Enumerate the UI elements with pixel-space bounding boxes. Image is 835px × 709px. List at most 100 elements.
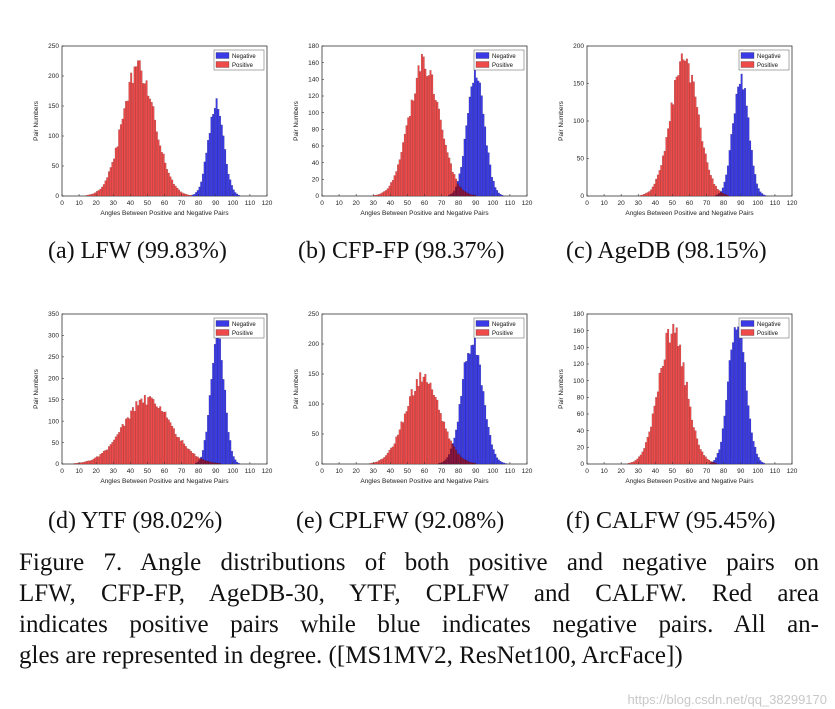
bar-positive bbox=[403, 133, 406, 197]
bar-positive bbox=[183, 443, 186, 465]
bar-positive bbox=[414, 390, 417, 465]
bar-negative bbox=[733, 113, 736, 197]
bar-positive bbox=[701, 141, 704, 197]
x-tick-label: 40 bbox=[652, 468, 660, 475]
y-tick-label: 0 bbox=[55, 461, 59, 468]
y-tick-label: 0 bbox=[580, 193, 584, 200]
bar-overlap bbox=[456, 183, 459, 197]
bar-negative bbox=[460, 395, 463, 465]
bar-positive bbox=[395, 171, 398, 197]
bar-positive bbox=[685, 58, 688, 197]
y-tick-label: 50 bbox=[52, 440, 60, 447]
x-tick-label: 0 bbox=[60, 200, 64, 207]
x-tick-label: 80 bbox=[455, 200, 463, 207]
bar-positive bbox=[408, 115, 411, 197]
x-tick-label: 110 bbox=[245, 200, 256, 207]
bar-positive bbox=[449, 163, 452, 197]
bar-positive bbox=[138, 399, 141, 465]
y-tick-label: 50 bbox=[577, 156, 585, 163]
bar-positive bbox=[162, 411, 165, 465]
bar-positive bbox=[696, 107, 699, 197]
y-axis-label: Pair Numbers bbox=[558, 368, 565, 408]
bar-negative bbox=[490, 176, 493, 197]
bar-positive bbox=[113, 158, 116, 197]
bar-negative bbox=[740, 73, 743, 197]
bar-negative bbox=[468, 96, 471, 197]
bar-overlap bbox=[467, 461, 470, 465]
x-tick-label: 30 bbox=[110, 200, 118, 207]
chart-panel-e: 0 10 20 30 40 50 60 70 80 90 100 110 120 0 50 100 150 200… bbox=[290, 306, 535, 491]
bar-negative bbox=[237, 462, 240, 465]
legend-label-positive: Positive bbox=[232, 63, 254, 69]
bar-positive bbox=[407, 117, 410, 197]
y-tick-label: 250 bbox=[48, 43, 59, 50]
legend-swatch-negative bbox=[475, 320, 490, 327]
bar-positive bbox=[641, 451, 644, 465]
bar-positive bbox=[89, 194, 92, 197]
bar-negative bbox=[490, 444, 493, 465]
x-tick-label: 100 bbox=[487, 468, 498, 475]
bar-positive bbox=[89, 460, 92, 465]
bar-positive bbox=[374, 194, 377, 197]
bar-negative bbox=[499, 194, 502, 197]
bar-negative bbox=[203, 161, 206, 197]
bar-negative bbox=[227, 431, 230, 465]
y-tick-label: 0 bbox=[315, 193, 319, 200]
bar-positive bbox=[687, 63, 690, 197]
bar-positive bbox=[157, 408, 160, 465]
y-tick-label: 140 bbox=[573, 345, 584, 352]
x-tick-label: 70 bbox=[438, 468, 446, 475]
bar-positive bbox=[85, 195, 88, 197]
bar-positive bbox=[691, 74, 694, 197]
bar-positive bbox=[679, 61, 682, 197]
x-tick-label: 100 bbox=[227, 468, 238, 475]
bar-overlap bbox=[438, 463, 441, 465]
bar-positive bbox=[673, 332, 676, 465]
bar-negative bbox=[735, 329, 738, 465]
bar-positive bbox=[171, 425, 174, 465]
bar-positive bbox=[133, 411, 136, 465]
bar-negative bbox=[496, 190, 499, 197]
bar-positive bbox=[415, 379, 418, 465]
bar-positive bbox=[390, 182, 393, 197]
bar-overlap bbox=[451, 444, 454, 465]
subcaption-f: (f) CALFW (95.45%) bbox=[566, 508, 776, 534]
bar-positive bbox=[691, 419, 694, 465]
bar-negative bbox=[193, 193, 196, 197]
bar-negative bbox=[213, 108, 216, 197]
bar-negative bbox=[461, 379, 464, 465]
bar-positive bbox=[85, 461, 88, 465]
bar-negative bbox=[492, 449, 495, 465]
bar-negative bbox=[725, 174, 728, 197]
bar-negative bbox=[501, 462, 504, 465]
bar-overlap bbox=[720, 192, 723, 197]
bar-positive bbox=[682, 59, 685, 197]
bar-positive bbox=[426, 382, 429, 465]
bar-negative bbox=[219, 338, 222, 465]
bar-overlap bbox=[455, 449, 458, 465]
legend-label-positive: Positive bbox=[757, 63, 779, 69]
bar-positive bbox=[667, 328, 670, 465]
bar-positive bbox=[90, 459, 93, 465]
chart-panel-b: 0 10 20 30 40 50 60 70 80 90 100 110 120 0 20 40 60 80 100… bbox=[290, 38, 535, 223]
bar-positive bbox=[104, 180, 107, 197]
bar-negative bbox=[742, 89, 745, 197]
y-axis-label: Pair Numbers bbox=[33, 368, 40, 408]
y-tick-label: 100 bbox=[308, 110, 319, 117]
bar-positive bbox=[672, 323, 675, 465]
bar-negative bbox=[485, 419, 488, 465]
bar-negative bbox=[201, 173, 204, 197]
bar-positive bbox=[183, 193, 186, 197]
bar-negative bbox=[754, 174, 757, 197]
bar-overlap bbox=[726, 195, 729, 197]
bar-positive bbox=[658, 170, 661, 197]
bar-positive bbox=[444, 428, 447, 465]
bar-positive bbox=[648, 191, 651, 197]
y-tick-label: 0 bbox=[315, 461, 319, 468]
bar-positive bbox=[169, 422, 172, 465]
x-tick-label: 90 bbox=[472, 200, 480, 207]
bar-negative bbox=[473, 67, 476, 197]
bar-overlap bbox=[468, 194, 471, 197]
bar-negative bbox=[728, 360, 731, 465]
bar-negative bbox=[754, 446, 757, 465]
